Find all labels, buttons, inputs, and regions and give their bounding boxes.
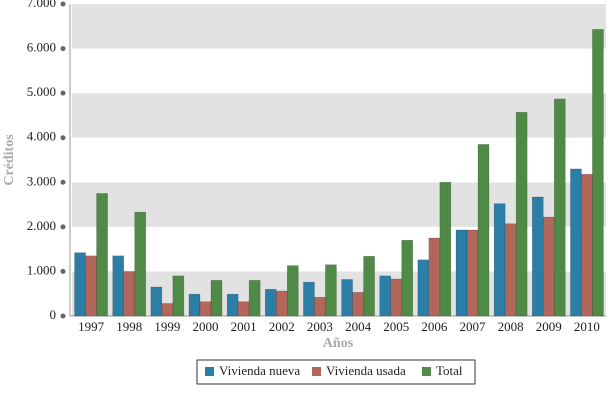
legend-label: Total <box>436 363 463 378</box>
legend-swatch <box>312 367 321 376</box>
bar <box>161 303 174 317</box>
bar <box>439 181 452 317</box>
bar <box>74 252 86 317</box>
bar <box>455 229 468 317</box>
bar <box>286 265 299 317</box>
legend-swatch <box>422 367 431 376</box>
x-tick-label: 2003 <box>307 319 333 334</box>
x-tick-label: 1997 <box>78 319 105 334</box>
tick-mark <box>60 179 66 185</box>
bar <box>314 296 326 317</box>
bar <box>226 293 239 317</box>
tick-mark <box>60 46 66 52</box>
y-tick-label: 5.000 <box>27 84 56 99</box>
bar <box>352 292 364 317</box>
bar <box>96 193 108 317</box>
x-tick-label: 2005 <box>383 319 409 334</box>
bar <box>150 286 163 317</box>
y-tick-label: 7.000 <box>27 0 56 10</box>
bar <box>428 237 441 317</box>
x-tick-label: 2001 <box>231 319 257 334</box>
bar <box>85 255 97 317</box>
bar <box>542 216 555 317</box>
bar <box>248 280 261 317</box>
x-tick-label: 2006 <box>421 319 448 334</box>
bar <box>493 203 506 317</box>
bar <box>581 173 593 317</box>
bar <box>237 301 250 317</box>
bar <box>341 279 353 317</box>
bar <box>570 168 582 317</box>
x-tick-label: 2004 <box>345 319 372 334</box>
bar <box>477 144 490 317</box>
grid-band <box>72 48 606 94</box>
bar <box>123 271 136 317</box>
x-tick-label: 2007 <box>460 319 487 334</box>
legend-label: Vivienda nueva <box>219 363 300 378</box>
bar <box>112 255 125 317</box>
bar <box>401 239 414 317</box>
bar <box>592 29 604 317</box>
bar <box>515 112 528 317</box>
bar <box>363 255 375 317</box>
bar <box>504 223 517 317</box>
tick-mark <box>60 313 66 319</box>
bar <box>275 290 288 317</box>
y-tick-label: 4.000 <box>27 129 56 144</box>
bar <box>188 293 201 317</box>
grid-band <box>72 4 606 49</box>
bar <box>531 196 544 317</box>
y-tick-label: 1.000 <box>27 262 56 277</box>
bar <box>134 211 147 317</box>
x-tick-label: 2010 <box>574 319 600 334</box>
tick-mark <box>60 90 66 96</box>
x-tick-label: 1998 <box>116 319 142 334</box>
bar <box>553 98 566 317</box>
y-tick-label: 0 <box>50 307 57 322</box>
x-tick-label: 2008 <box>498 319 524 334</box>
bar <box>199 301 212 317</box>
tick-mark <box>60 268 66 274</box>
y-tick-label: 3.000 <box>27 173 56 188</box>
bar <box>210 280 223 317</box>
tick-mark <box>60 224 66 230</box>
bar <box>390 278 403 317</box>
bar <box>325 264 337 317</box>
x-tick-label: 2002 <box>269 319 295 334</box>
bar <box>303 281 315 317</box>
y-tick-label: 2.000 <box>27 218 56 233</box>
y-tick-label: 6.000 <box>27 40 56 55</box>
x-tick-label: 2000 <box>193 319 219 334</box>
tick-mark <box>60 1 66 7</box>
bar <box>466 229 479 317</box>
x-tick-label: 2009 <box>536 319 562 334</box>
bar <box>172 275 185 317</box>
bar <box>417 259 430 317</box>
x-axis-title: Años <box>323 336 354 351</box>
bar <box>264 288 277 317</box>
bar <box>379 275 392 317</box>
legend-label: Vivienda usada <box>326 363 406 378</box>
tick-mark <box>60 135 66 141</box>
x-tick-label: 1999 <box>154 319 180 334</box>
legend-swatch <box>205 367 214 376</box>
y-axis-title: Créditos <box>2 134 17 186</box>
